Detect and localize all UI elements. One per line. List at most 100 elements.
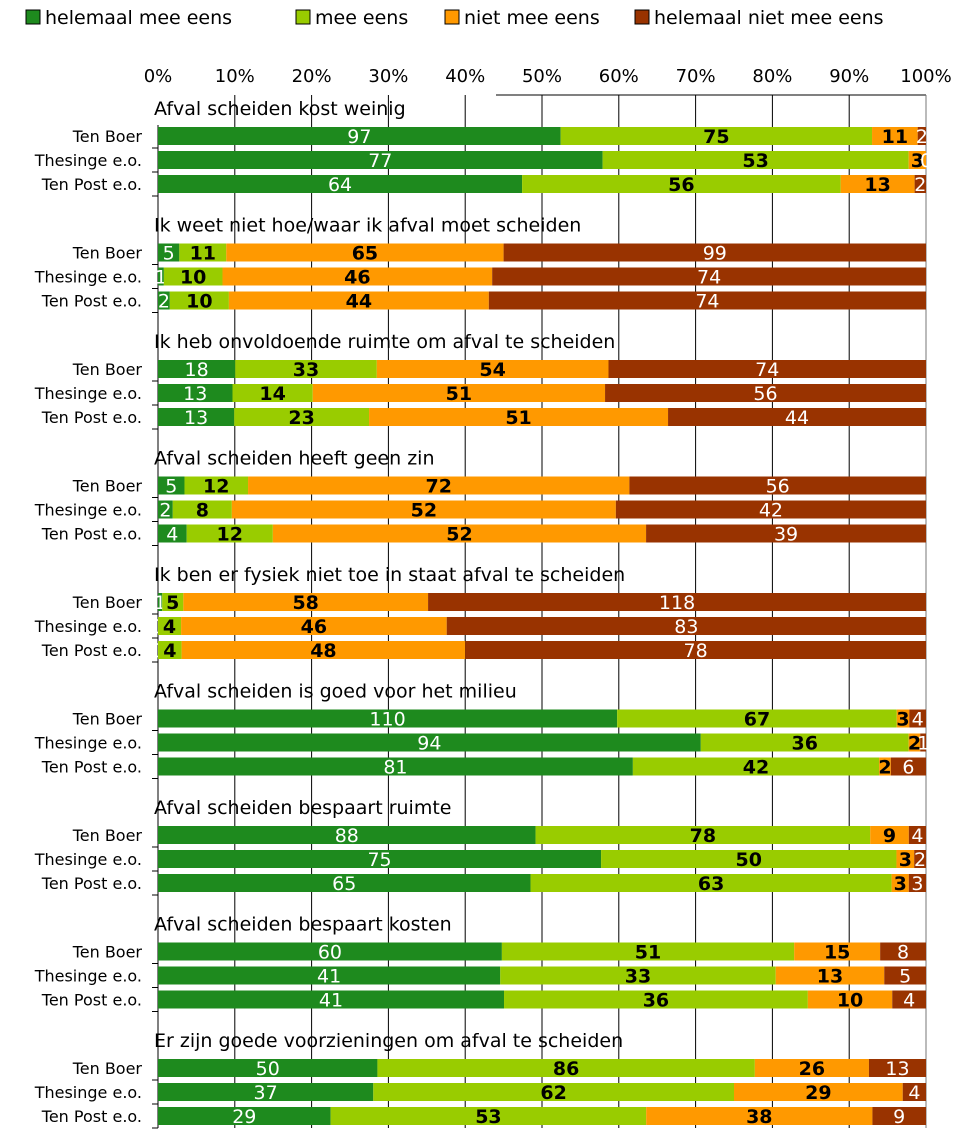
row-label: Ten Post e.o. xyxy=(41,758,142,777)
bar-segment xyxy=(248,476,630,495)
row-label: Ten Boer xyxy=(72,710,143,729)
bar-segment xyxy=(312,384,606,402)
data-label: 3 xyxy=(911,873,923,895)
data-label: 44 xyxy=(346,291,372,313)
group-title-4: Ik ben er fysiek niet toe in staat afval… xyxy=(154,564,625,586)
row-label: Ten Boer xyxy=(72,127,143,146)
bar-segment xyxy=(330,1107,647,1125)
data-label: 5 xyxy=(163,243,175,265)
data-label: 65 xyxy=(332,873,356,895)
data-label: 58 xyxy=(292,592,318,614)
legend-swatch-3 xyxy=(634,9,650,25)
data-label: 3 xyxy=(894,873,907,895)
x-tick-label-0: 0% xyxy=(144,66,173,87)
bar-segment xyxy=(172,500,232,519)
data-label: 52 xyxy=(446,524,472,546)
row-label: Ten Post e.o. xyxy=(41,1107,142,1126)
data-label: 53 xyxy=(475,1106,501,1128)
data-label: 48 xyxy=(310,640,336,662)
bar-segment xyxy=(373,1083,734,1101)
bar-segment xyxy=(605,384,926,402)
group-title-6: Afval scheiden bespaart ruimte xyxy=(154,797,451,819)
bar-segment xyxy=(228,291,489,310)
bar-segment xyxy=(646,1107,873,1125)
bar-segment xyxy=(226,243,504,262)
bar-segment xyxy=(158,267,164,286)
data-label: 53 xyxy=(742,150,768,172)
bar-segment xyxy=(158,617,182,635)
legend-swatch-0 xyxy=(25,9,41,25)
row-label: Ten Post e.o. xyxy=(41,525,142,544)
group-title-8: Er zijn goede voorzieningen om afval te … xyxy=(154,1030,623,1052)
x-tick-label-9: 90% xyxy=(829,66,869,87)
group-title-7: Afval scheiden bespaart kosten xyxy=(154,914,452,936)
bar-segment xyxy=(158,500,173,519)
data-label: 65 xyxy=(352,243,378,265)
bar-segment xyxy=(158,1059,378,1077)
data-label: 2 xyxy=(914,174,926,196)
data-label: 46 xyxy=(344,267,370,289)
bar-segment xyxy=(222,267,493,286)
data-label: 74 xyxy=(755,359,779,381)
data-label: 83 xyxy=(674,616,698,638)
bar-segment xyxy=(158,757,633,776)
bar-segment xyxy=(500,966,776,985)
data-label: 13 xyxy=(184,407,208,429)
data-label: 54 xyxy=(479,359,505,381)
bar-segment xyxy=(501,942,795,961)
data-label: 3 xyxy=(911,150,924,172)
row-label: Ten Boer xyxy=(72,360,143,379)
group-title-2: Ik heb onvoldoende ruimte om afval te sc… xyxy=(154,331,615,353)
data-label: 13 xyxy=(183,383,207,405)
bar-segment xyxy=(617,709,897,728)
data-label: 72 xyxy=(425,476,451,498)
data-label: 18 xyxy=(185,359,209,381)
data-label: 1 xyxy=(917,733,929,755)
data-label: 50 xyxy=(256,1058,280,1080)
bar-segment xyxy=(158,384,233,402)
data-label: 2 xyxy=(158,291,170,313)
data-label: 12 xyxy=(217,524,243,546)
data-label: 62 xyxy=(540,1082,566,1104)
bar-segment xyxy=(158,641,182,659)
legend-label-0: helemaal mee eens xyxy=(45,7,232,29)
data-label: 77 xyxy=(368,150,392,172)
data-label: 42 xyxy=(759,500,783,522)
data-label: 39 xyxy=(774,524,798,546)
bar-segment xyxy=(231,500,616,519)
bar-segment xyxy=(158,476,185,495)
bar-segment xyxy=(629,476,926,495)
bar-segment xyxy=(530,874,892,892)
row-label: Ten Boer xyxy=(72,477,143,496)
data-label: 67 xyxy=(744,709,770,731)
row-label: Ten Boer xyxy=(72,943,143,962)
data-label: 4 xyxy=(912,709,924,731)
data-label: 29 xyxy=(232,1106,256,1128)
bar-segment xyxy=(879,757,891,776)
data-label: 60 xyxy=(318,942,342,964)
bar-segment xyxy=(158,151,603,169)
row-label: Thesinge e.o. xyxy=(34,384,142,403)
bar-segment xyxy=(880,942,926,961)
group-title-0: Afval scheiden kost weinig xyxy=(154,98,406,120)
x-tick-label-3: 30% xyxy=(368,66,408,87)
bar-segment xyxy=(734,1083,903,1101)
bar-segment xyxy=(158,127,561,145)
x-tick-label-5: 50% xyxy=(522,66,562,87)
bar-segment xyxy=(504,990,808,1009)
row-label: Thesinge e.o. xyxy=(34,268,142,287)
data-label: 38 xyxy=(746,1106,772,1128)
bar-segment xyxy=(884,966,926,985)
data-label: 86 xyxy=(553,1058,579,1080)
data-label: 75 xyxy=(703,126,729,148)
data-label: 46 xyxy=(301,616,327,638)
data-label: 36 xyxy=(792,733,818,755)
bar-segment xyxy=(186,524,273,543)
bar-segment xyxy=(615,500,926,519)
bar-segment xyxy=(179,243,227,262)
bar-segment xyxy=(158,360,236,378)
data-label: 74 xyxy=(697,267,721,289)
bar-segment xyxy=(775,966,885,985)
bar-segment xyxy=(492,267,926,286)
